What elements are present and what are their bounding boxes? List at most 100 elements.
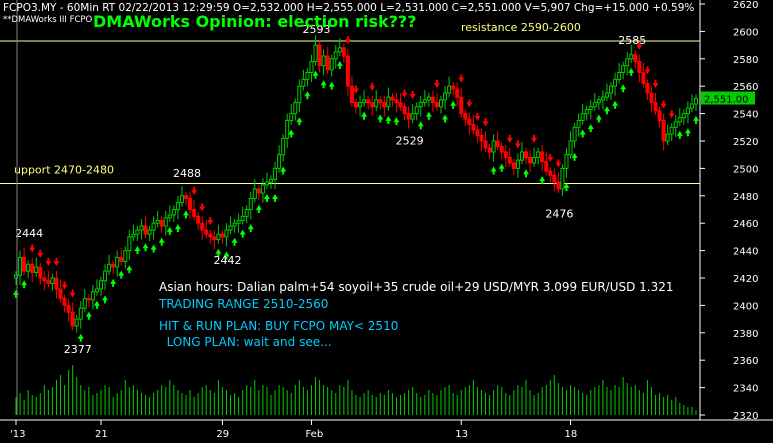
candle-body xyxy=(244,209,249,217)
candle-body xyxy=(119,256,124,263)
candle-body xyxy=(358,102,363,108)
sell-arrow xyxy=(433,80,440,89)
sell-arrow xyxy=(369,82,376,91)
candle-body xyxy=(90,291,95,301)
candle-body xyxy=(362,99,367,104)
buy-arrow xyxy=(288,129,295,138)
sell-arrow xyxy=(199,203,206,212)
candle-body xyxy=(459,96,464,115)
buy-arrow xyxy=(272,193,279,202)
candle-body xyxy=(127,236,132,252)
candle-body xyxy=(305,72,310,80)
candle-body xyxy=(600,96,605,101)
candle-body xyxy=(175,202,180,210)
candle-body xyxy=(333,51,338,60)
sell-arrow xyxy=(37,249,44,258)
candle-body xyxy=(224,229,229,238)
candle-body xyxy=(313,44,318,63)
candle-body xyxy=(46,280,51,284)
candle-body xyxy=(467,118,472,126)
buy-arrow xyxy=(118,270,125,279)
y-tick-label: 2420 xyxy=(733,274,758,285)
candle-body xyxy=(507,156,512,164)
candle-body xyxy=(159,219,164,227)
sell-arrow xyxy=(636,41,643,50)
x-tick-label: 13 xyxy=(455,429,468,440)
candle-body xyxy=(297,85,302,104)
buy-arrow xyxy=(110,278,117,287)
candle-body xyxy=(107,263,112,272)
candle-body xyxy=(192,209,197,217)
candle-body xyxy=(208,233,213,238)
buy-arrow xyxy=(693,115,699,124)
candle-body xyxy=(560,167,565,190)
x-tick-label: 18 xyxy=(565,429,578,440)
buy-arrow xyxy=(328,81,335,90)
candle-body xyxy=(155,219,160,224)
sell-arrow xyxy=(53,258,60,267)
buy-arrow xyxy=(263,193,270,202)
candle-body xyxy=(293,102,298,115)
candle-body xyxy=(398,102,403,108)
candle-body xyxy=(447,85,452,94)
candle-body xyxy=(418,102,423,108)
buy-arrow xyxy=(223,251,230,260)
candle-body xyxy=(370,102,375,108)
candle-body xyxy=(669,126,674,135)
candle-body xyxy=(499,145,504,153)
candle-body xyxy=(366,99,371,104)
commentary-asian-hours: Asian hours: Dalian palm+54 soyoil+35 cr… xyxy=(159,280,674,294)
candle-body xyxy=(62,298,67,306)
sell-arrow xyxy=(514,140,521,149)
candle-body xyxy=(232,222,237,227)
candle-body xyxy=(26,263,31,272)
buy-arrow xyxy=(126,265,133,274)
candle-body xyxy=(471,124,476,131)
candle-body xyxy=(50,277,55,284)
candle-body xyxy=(18,256,23,276)
candle-body xyxy=(483,140,488,149)
candle-body xyxy=(410,113,415,120)
candle-body xyxy=(135,229,140,235)
buy-arrow xyxy=(571,152,578,161)
candle-body xyxy=(572,126,577,142)
candle-body xyxy=(131,233,136,238)
sell-arrow xyxy=(555,159,562,168)
buy-arrow xyxy=(304,91,311,100)
y-tick-label: 2340 xyxy=(733,384,758,395)
buy-arrow xyxy=(361,111,368,120)
sell-arrow xyxy=(474,112,481,121)
candle-body xyxy=(111,263,116,268)
buy-arrow xyxy=(280,166,287,175)
y-tick-label: 2620 xyxy=(733,0,758,11)
buy-arrow xyxy=(417,121,424,130)
candle-body xyxy=(196,215,201,224)
candle-body xyxy=(354,102,358,108)
candle-body xyxy=(329,58,334,71)
candle-body xyxy=(317,44,322,67)
sell-arrow xyxy=(69,289,76,298)
price-label: 2377 xyxy=(64,343,92,356)
candle-body xyxy=(495,140,500,147)
candle-body xyxy=(99,280,103,290)
buy-arrow xyxy=(183,210,189,219)
sell-arrow xyxy=(344,36,351,45)
candle-body xyxy=(511,162,516,169)
sell-arrow xyxy=(409,91,416,100)
x-tick-label: 21 xyxy=(95,429,108,440)
buy-arrow xyxy=(134,246,141,255)
buy-arrow xyxy=(13,289,19,298)
candle-body xyxy=(103,270,108,282)
candle-body xyxy=(345,55,350,87)
y-tick-label: 2500 xyxy=(733,164,758,175)
buy-arrow xyxy=(377,114,384,123)
candle-body xyxy=(337,47,342,53)
candle-body xyxy=(273,167,278,180)
y-tick-label: 2480 xyxy=(733,192,758,203)
candle-body xyxy=(94,288,99,293)
y-tick-label: 2380 xyxy=(733,329,758,340)
candle-body xyxy=(402,106,407,115)
candle-body xyxy=(349,85,354,104)
candle-body xyxy=(204,229,209,235)
candle-body xyxy=(621,65,626,74)
